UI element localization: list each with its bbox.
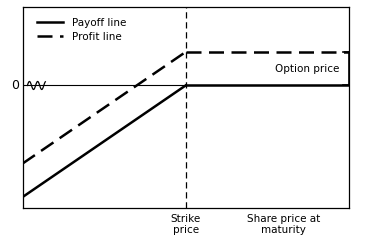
Text: 0: 0	[11, 79, 19, 92]
Text: Share price at
maturity: Share price at maturity	[247, 214, 320, 235]
Text: Strike
price: Strike price	[171, 214, 201, 235]
Legend: Payoff line, Profit line: Payoff line, Profit line	[34, 14, 129, 45]
Text: Option price: Option price	[274, 64, 339, 74]
